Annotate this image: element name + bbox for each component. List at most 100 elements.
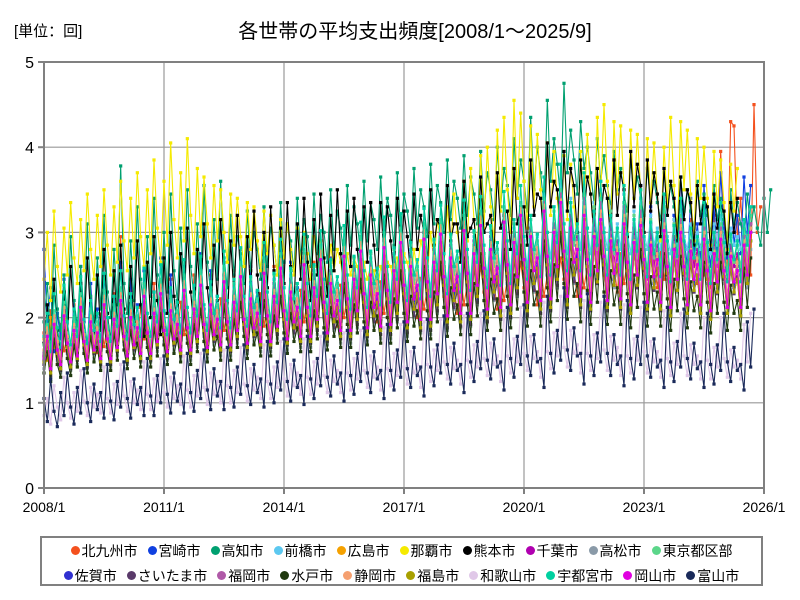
series-marker (349, 328, 353, 332)
series-marker (229, 358, 233, 362)
series-marker (739, 328, 743, 332)
series-marker (552, 137, 556, 141)
series-marker (342, 399, 346, 403)
legend-item-水戸市[interactable]: 水戸市 (280, 569, 333, 583)
legend-item-佐賀市[interactable]: 佐賀市 (63, 569, 117, 583)
series-marker (549, 309, 553, 313)
series-marker (369, 273, 373, 277)
legend-item-富山市[interactable]: 富山市 (686, 569, 739, 583)
series-marker (525, 314, 529, 318)
series-marker (89, 385, 93, 390)
series-marker (635, 256, 639, 260)
series-marker (682, 188, 686, 192)
series-marker (212, 243, 216, 247)
series-marker (639, 247, 643, 252)
legend-item-北九州市[interactable]: 北九州市 (70, 544, 138, 558)
legend-item-福岡市[interactable]: 福岡市 (217, 569, 270, 583)
series-marker (119, 292, 123, 296)
series-marker (469, 311, 473, 315)
series-marker (335, 320, 339, 324)
legend-item-高知市[interactable]: 高知市 (210, 544, 264, 558)
series-marker (379, 324, 383, 328)
series-marker (695, 183, 699, 188)
legend-item-福島市[interactable]: 福島市 (406, 569, 459, 583)
series-marker (525, 354, 529, 358)
series-marker (525, 209, 529, 213)
series-marker (355, 222, 359, 226)
legend-item-岡山市[interactable]: 岡山市 (623, 569, 676, 583)
series-marker (552, 229, 556, 233)
series-marker (332, 314, 336, 318)
series-marker (552, 331, 556, 335)
series-marker (459, 311, 463, 315)
series-marker (559, 198, 563, 202)
series-marker (165, 311, 169, 315)
series-marker (749, 311, 753, 315)
series-marker (175, 300, 179, 304)
series-marker (185, 305, 189, 309)
legend-item-宇都宮市[interactable]: 宇都宮市 (546, 569, 613, 583)
series-marker (62, 314, 66, 318)
legend-item-和歌山市[interactable]: 和歌山市 (469, 569, 536, 583)
series-marker (695, 254, 699, 258)
series-marker (542, 385, 546, 390)
series-marker (455, 311, 459, 315)
series-marker (52, 243, 56, 247)
series-marker (272, 288, 276, 292)
series-marker (379, 328, 383, 332)
series-marker (355, 377, 359, 381)
series-marker (495, 264, 499, 269)
series-marker (259, 322, 263, 327)
series-marker (479, 209, 483, 213)
series-marker (305, 297, 309, 301)
series-marker (719, 213, 723, 217)
series-marker (69, 235, 73, 239)
series-marker (512, 241, 516, 245)
series-marker (759, 243, 763, 247)
legend-item-広島市[interactable]: 広島市 (336, 544, 390, 558)
series-marker (625, 232, 629, 236)
legend-item-label: 静岡市 (354, 567, 397, 584)
legend-item-高松市[interactable]: 高松市 (588, 544, 642, 558)
series-marker (732, 345, 736, 350)
series-marker (699, 326, 703, 330)
series-marker (242, 281, 246, 286)
series-marker (325, 311, 329, 315)
series-marker (389, 213, 393, 217)
series-marker (535, 350, 539, 354)
legend-item-那覇市[interactable]: 那覇市 (399, 544, 453, 558)
legend-item-宮崎市[interactable]: 宮崎市 (147, 544, 201, 558)
series-marker (105, 350, 109, 354)
series-marker (202, 385, 206, 390)
series-marker (329, 281, 333, 286)
series-marker (295, 196, 299, 200)
series-marker (152, 377, 156, 381)
series-marker (135, 337, 139, 341)
series-marker (269, 343, 273, 347)
series-marker (269, 382, 273, 386)
series-marker (712, 252, 716, 256)
series-marker (412, 298, 416, 303)
series-marker (375, 320, 379, 324)
legend-item-さいたま市[interactable]: さいたま市 (126, 569, 207, 583)
series-marker (469, 375, 473, 379)
series-marker (189, 264, 193, 269)
legend-item-熊本市[interactable]: 熊本市 (462, 544, 516, 558)
series-marker (709, 273, 713, 277)
legend-item-千葉市[interactable]: 千葉市 (525, 544, 579, 558)
legend-item-静岡市[interactable]: 静岡市 (343, 569, 396, 583)
series-marker (722, 226, 726, 230)
legend-item-東京都区部[interactable]: 東京都区部 (651, 544, 733, 558)
series-marker (705, 358, 709, 362)
series-marker (749, 222, 753, 226)
series-marker (705, 263, 709, 267)
series-marker (569, 196, 573, 200)
series-marker (222, 303, 226, 307)
series-marker (745, 305, 749, 309)
legend-item-前橋市[interactable]: 前橋市 (273, 544, 327, 558)
series-marker (269, 345, 273, 350)
series-marker (345, 305, 349, 309)
series-marker (562, 81, 566, 85)
series-marker (702, 273, 706, 277)
series-marker (295, 305, 299, 309)
